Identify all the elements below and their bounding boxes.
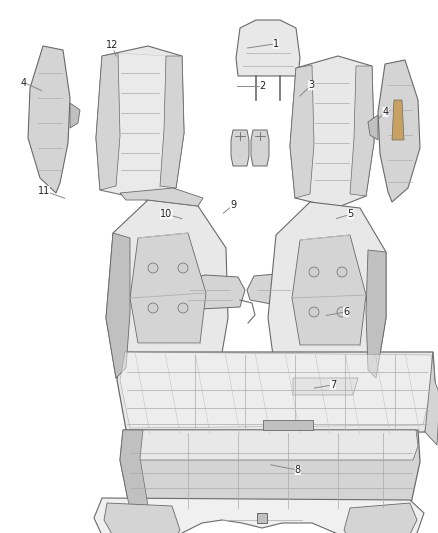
Polygon shape: [120, 188, 203, 206]
Polygon shape: [257, 513, 267, 523]
Polygon shape: [268, 202, 386, 378]
Text: 8: 8: [295, 465, 301, 475]
Polygon shape: [106, 200, 228, 378]
Polygon shape: [263, 420, 313, 430]
Text: 3: 3: [308, 80, 314, 90]
Polygon shape: [160, 56, 184, 188]
Circle shape: [148, 263, 158, 273]
Polygon shape: [290, 56, 374, 208]
Text: 7: 7: [330, 380, 336, 390]
Circle shape: [148, 303, 158, 313]
Circle shape: [337, 267, 347, 277]
Polygon shape: [100, 53, 166, 200]
Polygon shape: [130, 233, 206, 343]
Polygon shape: [292, 235, 366, 345]
Polygon shape: [96, 46, 184, 200]
Polygon shape: [117, 352, 435, 435]
Circle shape: [309, 267, 319, 277]
Polygon shape: [350, 66, 374, 196]
Polygon shape: [392, 100, 404, 140]
Text: 4: 4: [382, 107, 389, 117]
Polygon shape: [106, 233, 130, 378]
Text: 12: 12: [106, 41, 118, 50]
Polygon shape: [120, 430, 420, 510]
Polygon shape: [290, 65, 314, 198]
Text: 1: 1: [273, 39, 279, 49]
Polygon shape: [368, 115, 378, 140]
Polygon shape: [120, 352, 433, 428]
Polygon shape: [425, 352, 438, 445]
Polygon shape: [120, 430, 148, 510]
Text: 9: 9: [230, 200, 236, 210]
Polygon shape: [236, 20, 300, 76]
Polygon shape: [366, 250, 386, 378]
Text: 11: 11: [38, 186, 50, 196]
Circle shape: [337, 307, 347, 317]
Polygon shape: [96, 53, 120, 190]
Circle shape: [178, 303, 188, 313]
Text: 6: 6: [343, 307, 349, 317]
Polygon shape: [28, 46, 70, 193]
Text: 5: 5: [347, 209, 353, 219]
Polygon shape: [94, 498, 424, 533]
Polygon shape: [251, 130, 269, 166]
Polygon shape: [293, 378, 358, 395]
Text: 4: 4: [21, 78, 27, 87]
Polygon shape: [231, 130, 249, 166]
Circle shape: [309, 307, 319, 317]
Polygon shape: [126, 430, 418, 460]
Polygon shape: [70, 103, 80, 128]
Polygon shape: [178, 275, 245, 310]
Polygon shape: [247, 273, 300, 306]
Text: 2: 2: [260, 82, 266, 91]
Circle shape: [178, 263, 188, 273]
Polygon shape: [104, 503, 180, 533]
Polygon shape: [378, 60, 420, 202]
Polygon shape: [344, 503, 417, 533]
Text: 10: 10: [160, 209, 173, 219]
